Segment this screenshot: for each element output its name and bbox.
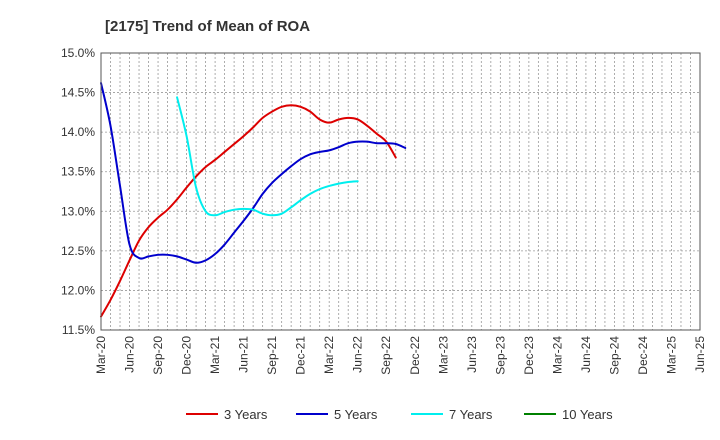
x-axis-ticks: Mar-20 Jun-20 Sep-20 Dec-20 Mar-21 Jun-21 Sep-… [94, 336, 707, 375]
x-tick-label: Jun-21 [237, 336, 251, 373]
grid [100, 52, 701, 331]
x-tick-label: Jun-23 [465, 336, 479, 373]
x-tick-label: Dec-22 [408, 336, 422, 375]
x-tick-label: Jun-22 [351, 336, 365, 373]
legend-label-5-years: 5 Years [334, 407, 378, 422]
x-tick-label: Mar-21 [208, 336, 222, 374]
legend-label-3-years: 3 Years [224, 407, 268, 422]
x-tick-label: Dec-23 [522, 336, 536, 375]
legend-label-10-years: 10 Years [562, 407, 613, 422]
x-tick-label: Jun-20 [123, 336, 137, 373]
plot-frame [100, 52, 701, 331]
y-tick-label: 14.0% [61, 125, 95, 139]
x-tick-label: Mar-24 [550, 336, 564, 374]
x-tick-label: Sep-21 [265, 336, 279, 375]
chart-title: [2175] Trend of Mean of ROA [105, 18, 310, 35]
series-line-3-years [100, 104, 397, 318]
x-tick-label: Sep-23 [493, 336, 507, 375]
x-tick-label: Dec-20 [180, 336, 194, 375]
series-lines [100, 82, 407, 318]
x-tick-label: Sep-20 [151, 336, 165, 375]
series-line-7-years [176, 96, 359, 217]
x-tick-label: Mar-23 [436, 336, 450, 374]
y-tick-label: 13.0% [61, 204, 95, 218]
x-tick-label: Mar-22 [322, 336, 336, 374]
legend: 3 Years 5 Years 7 Years 10 Years [186, 407, 613, 422]
y-tick-label: 12.0% [61, 283, 95, 297]
y-tick-label: 12.5% [61, 244, 95, 258]
x-tick-label: Jun-24 [579, 336, 593, 373]
x-tick-label: Dec-24 [636, 336, 650, 375]
x-tick-label: Mar-25 [664, 336, 678, 374]
y-tick-label: 11.5% [62, 323, 95, 337]
y-tick-label: 13.5% [61, 165, 95, 179]
x-tick-label: Dec-21 [294, 336, 308, 375]
x-tick-label: Jun-25 [693, 336, 707, 373]
x-tick-label: Sep-22 [379, 336, 393, 375]
legend-label-7-years: 7 Years [449, 407, 493, 422]
x-tick-label: Sep-24 [607, 336, 621, 375]
y-tick-label: 15.0% [61, 46, 95, 60]
series-line-5-years [100, 82, 407, 264]
x-tick-label: Mar-20 [94, 336, 108, 374]
y-axis-ticks: 11.5% 12.0% 12.5% 13.0% 13.5% 14.0% 14.5% 15.0% [61, 46, 95, 337]
y-tick-label: 14.5% [61, 86, 95, 100]
